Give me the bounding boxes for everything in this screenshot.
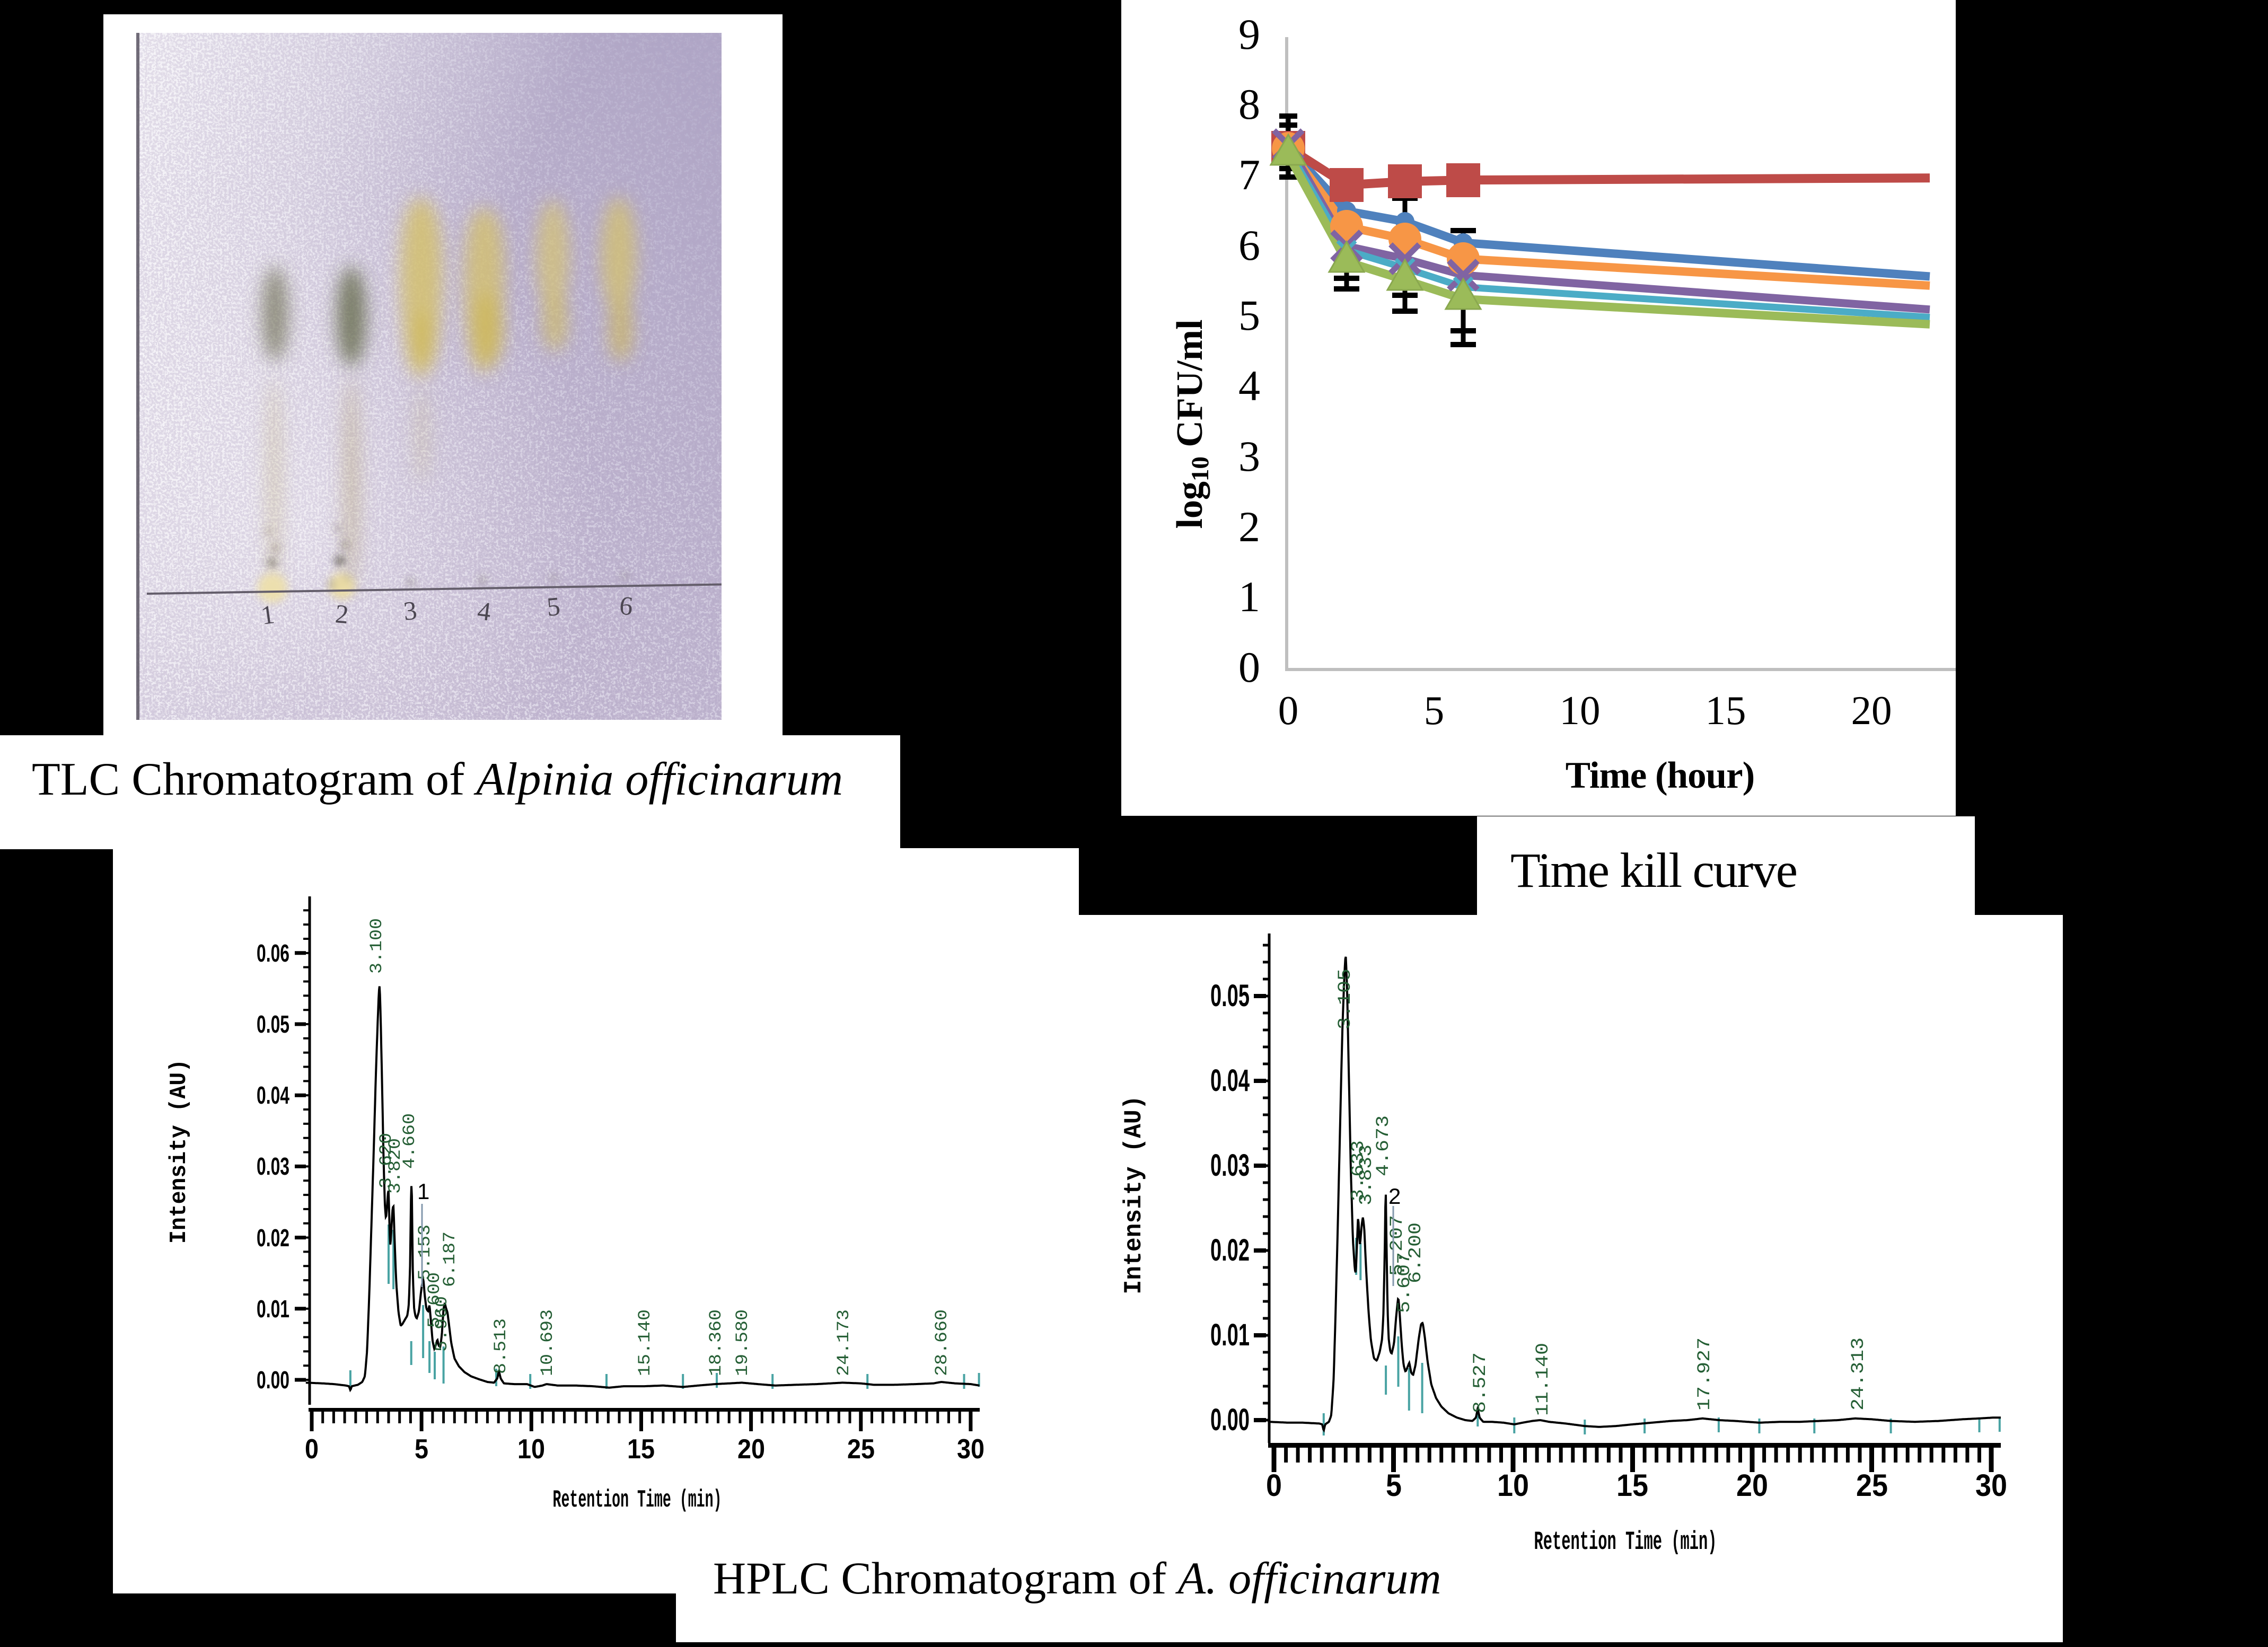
svg-text:5: 5 [1238,291,1260,339]
svg-text:15.140: 15.140 [635,1309,655,1376]
svg-text:0.01: 0.01 [257,1295,289,1323]
svg-text:0.04: 0.04 [1210,1063,1250,1098]
svg-text:Intensity (AU): Intensity (AU) [166,1059,192,1244]
svg-text:8: 8 [1238,80,1260,128]
svg-text:5.607: 5.607 [1395,1252,1415,1313]
svg-text:20: 20 [1851,688,1892,733]
svg-text:5: 5 [1424,688,1445,733]
svg-text:0.03: 0.03 [1210,1148,1250,1183]
svg-text:20: 20 [1736,1468,1768,1503]
svg-text:10.693: 10.693 [538,1309,557,1376]
svg-text:0: 0 [1278,688,1299,733]
svg-text:5.207: 5.207 [1387,1215,1408,1276]
svg-text:6: 6 [618,590,635,621]
svg-text:3.105: 3.105 [1335,968,1356,1029]
svg-text:5.600: 5.600 [425,1272,444,1328]
svg-text:4: 4 [1238,362,1260,410]
svg-text:Time (hour): Time (hour) [1566,755,1754,796]
svg-text:24.173: 24.173 [834,1309,854,1376]
svg-text:28.660: 28.660 [932,1309,952,1376]
svg-text:7: 7 [1238,151,1260,199]
svg-text:0.01: 0.01 [1210,1318,1250,1352]
svg-text:30: 30 [1975,1468,2007,1503]
svg-text:3.820: 3.820 [385,1138,405,1194]
svg-text:3.633: 3.633 [1349,1140,1369,1201]
svg-text:4.660: 4.660 [400,1113,419,1169]
svg-text:0.00: 0.00 [257,1366,289,1394]
svg-text:3.833: 3.833 [1357,1144,1377,1205]
svg-text:0.04: 0.04 [257,1081,289,1109]
svg-text:3.620: 3.620 [376,1133,396,1188]
svg-text:18.360: 18.360 [706,1309,726,1376]
svg-text:20: 20 [737,1434,765,1465]
svg-text:11.140: 11.140 [1533,1343,1553,1416]
svg-text:30: 30 [957,1434,984,1465]
svg-text:0: 0 [305,1434,319,1465]
svg-text:17.927: 17.927 [1695,1337,1715,1411]
svg-text:0: 0 [1238,643,1260,691]
svg-text:10: 10 [1497,1468,1529,1503]
svg-text:5: 5 [546,591,561,622]
svg-text:2: 2 [1388,1184,1401,1209]
svg-text:2: 2 [1238,503,1260,551]
svg-text:Retention Time (min): Retention Time (min) [1534,1527,1717,1557]
svg-text:0.03: 0.03 [257,1152,289,1180]
svg-text:3.100: 3.100 [367,918,386,974]
svg-text:19.580: 19.580 [733,1309,752,1376]
svg-text:Retention Time (min): Retention Time (min) [553,1486,722,1514]
svg-text:0.02: 0.02 [257,1224,289,1252]
svg-text:Intensity (AU): Intensity (AU) [1120,1096,1148,1294]
svg-text:3: 3 [1238,432,1260,480]
svg-text:0.05: 0.05 [257,1010,289,1038]
svg-text:15: 15 [1706,688,1746,733]
svg-text:3: 3 [402,595,418,626]
svg-text:4.673: 4.673 [1374,1115,1394,1176]
svg-text:6: 6 [1238,221,1260,269]
svg-text:5: 5 [1386,1468,1402,1503]
svg-text:0.00: 0.00 [1210,1403,1250,1437]
svg-text:0: 0 [1266,1468,1282,1503]
svg-text:9: 9 [1238,10,1260,58]
svg-text:10: 10 [1560,688,1601,733]
svg-text:24.313: 24.313 [1849,1337,1869,1411]
svg-text:5.960: 5.960 [432,1296,452,1352]
svg-text:6.187: 6.187 [440,1231,460,1287]
svg-text:8.527: 8.527 [1471,1352,1491,1413]
svg-text:15: 15 [627,1434,655,1465]
svg-text:15: 15 [1616,1468,1648,1503]
svg-text:1: 1 [417,1179,429,1204]
svg-text:1: 1 [1238,573,1260,621]
svg-text:6.200: 6.200 [1406,1222,1426,1283]
svg-text:25: 25 [847,1434,875,1465]
svg-text:0.06: 0.06 [257,939,289,967]
svg-text:10: 10 [517,1434,545,1465]
svg-text:log10 CFU/ml: log10 CFU/ml [1170,319,1214,529]
svg-text:0.05: 0.05 [1210,979,1250,1013]
svg-text:8.513: 8.513 [491,1318,511,1374]
svg-text:0.02: 0.02 [1210,1233,1250,1267]
svg-text:2: 2 [334,598,350,629]
svg-text:5.153: 5.153 [415,1225,435,1280]
svg-text:5: 5 [415,1434,428,1465]
svg-text:25: 25 [1856,1468,1888,1503]
